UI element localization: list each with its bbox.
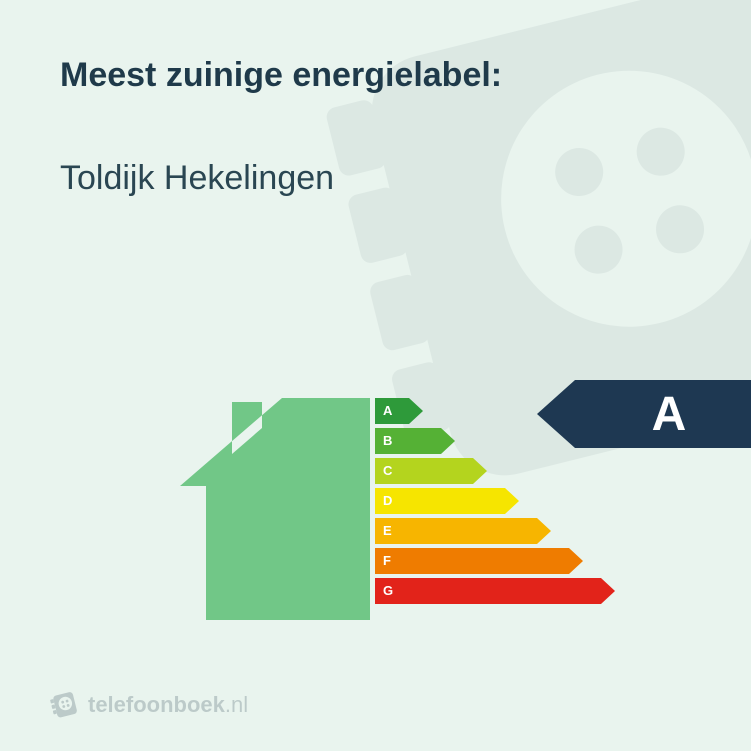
- callout-letter: A: [587, 380, 751, 448]
- bar-letter: C: [383, 458, 392, 484]
- bar-letter: G: [383, 578, 393, 604]
- brand-text: telefoonboek.nl: [88, 692, 248, 718]
- bar-letter: D: [383, 488, 392, 514]
- brand-bold: telefoonboek: [88, 692, 225, 717]
- house-icon: [180, 380, 390, 620]
- location-name: Toldijk Hekelingen: [60, 159, 691, 198]
- bar-letter: A: [383, 398, 392, 424]
- bar-shape: [375, 578, 615, 604]
- bar-letter: E: [383, 518, 392, 544]
- bar-shape: [375, 518, 551, 544]
- page-title: Meest zuinige energielabel:: [60, 56, 691, 95]
- brand-footer: telefoonboek.nl: [50, 691, 248, 719]
- content: Meest zuinige energielabel: Toldijk Heke…: [0, 0, 751, 198]
- phonebook-icon: [47, 688, 81, 722]
- brand-light: .nl: [225, 692, 248, 717]
- bar-letter: B: [383, 428, 392, 454]
- selected-label-callout: A: [537, 380, 751, 448]
- bar-shape: [375, 488, 519, 514]
- bar-shape: [375, 548, 583, 574]
- bar-letter: F: [383, 548, 391, 574]
